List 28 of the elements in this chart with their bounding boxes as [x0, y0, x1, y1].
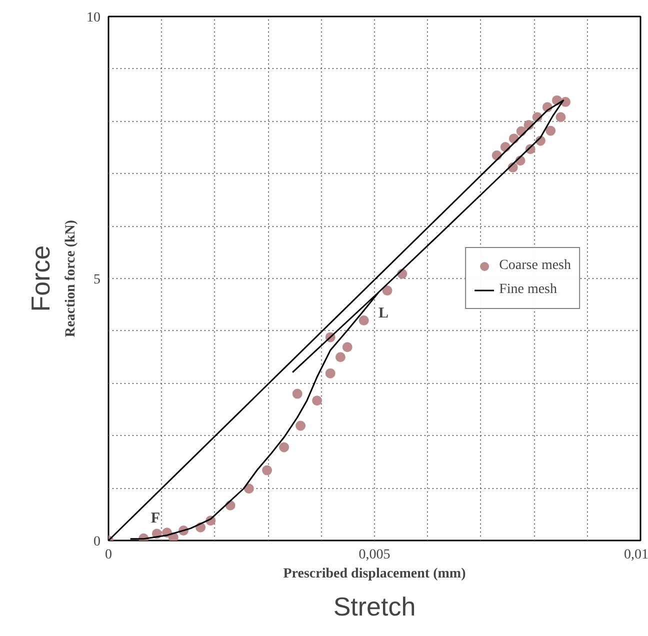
point: [292, 388, 302, 399]
legend-label: Coarse mesh: [499, 258, 571, 274]
y-tick-label: 5: [94, 272, 100, 288]
point: [244, 484, 254, 494]
text: Force: [26, 245, 56, 312]
legend-label: Fine mesh: [499, 282, 558, 298]
point: [168, 532, 178, 540]
point: [342, 342, 352, 352]
x-tick-label: 0,005: [358, 548, 390, 562]
point: [296, 420, 306, 431]
point: [546, 126, 556, 136]
point: [325, 368, 336, 378]
y-tick-label: 0: [94, 534, 100, 550]
point: [262, 465, 272, 476]
x-tick-label: 0,01: [624, 548, 648, 562]
point: [312, 396, 322, 406]
annotation: F: [150, 510, 160, 526]
y-tick-label: 10: [86, 10, 100, 26]
text: Stretch: [333, 592, 416, 622]
point: [279, 442, 290, 452]
x-axis-title: Prescribed displacement (mm): [283, 566, 466, 582]
y-axis-title: Reaction force (kN): [64, 220, 78, 338]
point: [382, 286, 392, 296]
point: [556, 112, 566, 122]
x-tick-label: 0: [105, 548, 112, 562]
annotation: L: [378, 306, 389, 322]
point: [358, 315, 369, 326]
point: [335, 352, 346, 362]
